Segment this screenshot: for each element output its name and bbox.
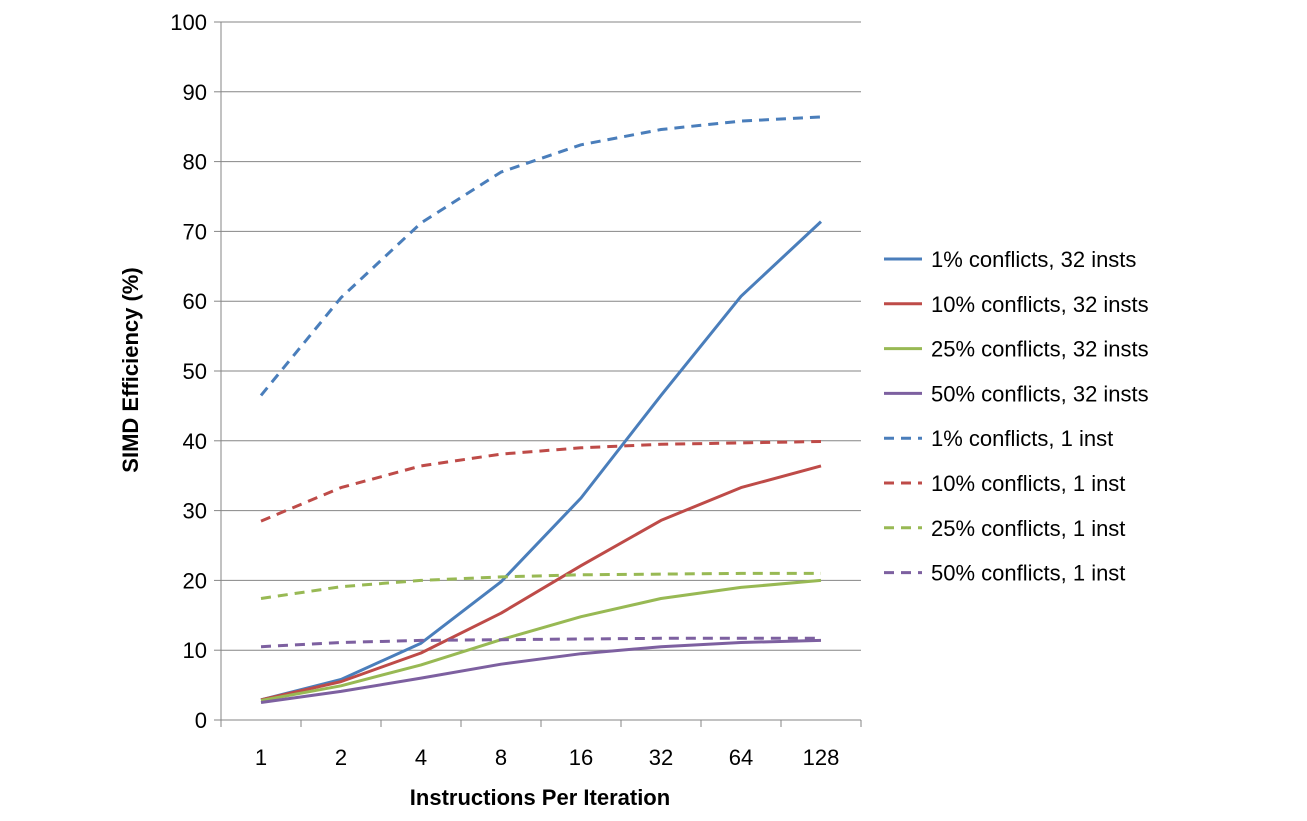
y-axis-title: SIMD Efficiency (%) [118,267,143,472]
x-axis-title: Instructions Per Iteration [410,785,670,810]
y-tick-label: 90 [183,80,207,105]
y-tick-label: 10 [183,638,207,663]
series-line-6 [260,440,822,523]
x-tick-label: 1 [255,745,267,770]
series-line-4 [260,638,822,704]
y-tick-label: 30 [183,499,207,524]
y-tick-label: 40 [183,429,207,454]
x-tick-label: 128 [803,745,840,770]
y-tick-label: 0 [195,708,207,733]
y-tick-label: 60 [183,289,207,314]
x-tick-label: 64 [729,745,753,770]
x-tick-label: 32 [649,745,673,770]
x-tick-label: 4 [415,745,427,770]
legend: 1% conflicts, 32 insts 10% conflicts, 32 … [884,247,1149,586]
series-line-1 [260,220,823,702]
x-tick-label: 8 [495,745,507,770]
y-tick-label: 70 [183,219,207,244]
x-tick-label: 16 [569,745,593,770]
series-line-7 [260,571,821,600]
legend-label-3: 25% conflicts, 32 insts [931,337,1149,362]
legend-label-2: 10% conflicts, 32 insts [931,292,1149,317]
series-line-8 [260,636,821,649]
y-tick-label: 80 [183,150,207,175]
series-line-3 [260,578,822,702]
y-tick-label: 20 [183,568,207,593]
series-line-2 [260,464,822,702]
y-tick-labels: 0 10 20 30 40 50 60 70 80 90 100 [170,10,207,733]
x-tick-label: 2 [335,745,347,770]
legend-label-1: 1% conflicts, 32 insts [931,247,1136,272]
y-tick-label: 100 [170,10,207,35]
legend-label-4: 50% conflicts, 32 insts [931,381,1149,406]
legend-label-6: 10% conflicts, 1 inst [931,471,1125,496]
series-line-5 [259,115,822,397]
gridlines [214,21,861,721]
legend-label-8: 50% conflicts, 1 inst [931,561,1125,586]
legend-label-5: 1% conflicts, 1 inst [931,426,1113,451]
series-lines [259,115,823,704]
axes [220,22,862,727]
x-tick-labels: 1 2 4 8 16 32 64 128 [255,745,839,770]
legend-label-7: 25% conflicts, 1 inst [931,516,1125,541]
y-tick-label: 50 [183,359,207,384]
